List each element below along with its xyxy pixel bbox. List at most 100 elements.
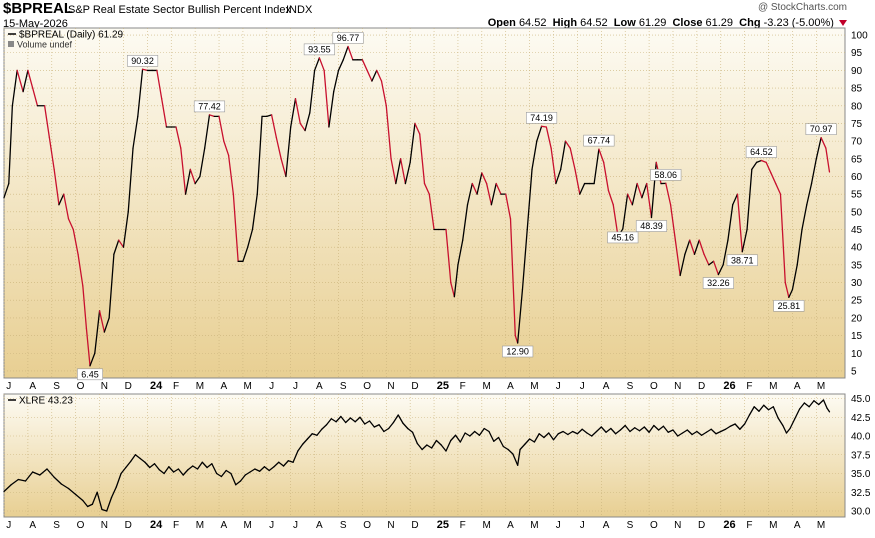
- series-segment: [373, 424, 380, 428]
- series-segment: [581, 428, 588, 434]
- series-segment: [435, 439, 442, 446]
- x-tick-label: F: [746, 381, 752, 392]
- x-tick-label: M: [196, 381, 204, 392]
- series-segment: [223, 140, 230, 156]
- series-segment: [120, 466, 127, 475]
- series-segment: [232, 193, 239, 262]
- series-segment: [698, 239, 705, 255]
- x-tick-label: M: [244, 381, 252, 392]
- series-segment: [72, 228, 79, 255]
- x-tick-label: J: [580, 381, 585, 392]
- annotation-box: [583, 134, 615, 147]
- series-segment: [328, 90, 335, 128]
- series-segment: [313, 57, 321, 72]
- series-segment: [266, 114, 273, 118]
- series-segment: [22, 69, 29, 93]
- series-segment: [134, 454, 141, 460]
- y-tick-label: 37.5: [851, 450, 871, 461]
- x-tick-label: 25: [437, 380, 449, 392]
- annotation-label: 25.81: [778, 301, 801, 311]
- series-segment: [564, 140, 571, 149]
- series-segment: [777, 417, 784, 427]
- series-segment: [290, 98, 297, 128]
- series-segment: [457, 239, 464, 266]
- annotation-label: 64.52: [750, 147, 773, 157]
- x-tick-label: S: [627, 381, 634, 392]
- series-segment: [686, 429, 693, 436]
- series-segment: [149, 463, 156, 469]
- series-segment: [366, 69, 373, 82]
- annotation-box: [332, 32, 364, 44]
- series-segment: [440, 444, 447, 452]
- y-tick-label: 30: [851, 278, 863, 289]
- series-segment: [316, 428, 323, 436]
- series-segment: [765, 161, 772, 174]
- x-tick-label: A: [507, 520, 514, 531]
- series-segment: [113, 239, 120, 255]
- series-segment: [526, 168, 533, 231]
- series-segment: [803, 402, 810, 408]
- exchange-label: INDX: [286, 4, 313, 16]
- series-segment: [667, 429, 674, 433]
- series-segment: [414, 122, 421, 135]
- y-tick-label: 50: [851, 207, 863, 218]
- x-tick-label: 26: [723, 380, 735, 392]
- x-tick-label: F: [173, 520, 179, 531]
- series-segment: [445, 228, 452, 284]
- series-segment: [383, 427, 390, 433]
- x-tick-label: J: [269, 520, 274, 531]
- series-segment: [705, 428, 712, 433]
- series-segment: [17, 478, 27, 482]
- series-segment: [409, 122, 416, 163]
- series-segment: [720, 428, 727, 433]
- series-segment: [595, 426, 602, 433]
- series-segment: [679, 253, 686, 277]
- x-tick-label: M: [482, 520, 490, 531]
- series-segment: [309, 69, 316, 114]
- x-tick-label: O: [650, 381, 658, 392]
- series-segment: [734, 423, 741, 430]
- series-segment: [517, 448, 521, 466]
- x-tick-label: F: [173, 381, 179, 392]
- series-segment: [788, 288, 794, 299]
- x-tick-label: A: [29, 520, 36, 531]
- x-tick-label: M: [530, 520, 538, 531]
- series-segment: [772, 406, 779, 419]
- series-segment: [321, 424, 328, 430]
- annotation-label: 38.71: [731, 255, 754, 265]
- x-tick-label: N: [387, 520, 394, 531]
- series-segment: [459, 432, 466, 443]
- series-segment: [285, 126, 292, 178]
- series-segment: [380, 80, 387, 107]
- annotation-label: 74.19: [530, 113, 553, 123]
- series-segment: [77, 253, 84, 287]
- series-segment: [758, 404, 765, 412]
- series-segment: [562, 430, 569, 436]
- series-segment: [689, 239, 696, 255]
- series-segment: [462, 204, 469, 241]
- series-segment: [208, 114, 215, 118]
- y-tick-label: 40: [851, 243, 863, 254]
- series-segment: [376, 69, 383, 82]
- series-segment: [490, 182, 497, 206]
- series-segment: [550, 147, 557, 185]
- y-tick-label: 45.0: [851, 394, 871, 405]
- x-tick-label: A: [794, 520, 801, 531]
- x-tick-label: M: [769, 520, 777, 531]
- x-tick-label: A: [507, 381, 514, 392]
- series-segment: [39, 468, 48, 476]
- series-segment: [24, 471, 34, 482]
- series-segment: [669, 204, 677, 241]
- series-segment: [634, 427, 641, 432]
- series-segment: [428, 193, 435, 231]
- series-segment: [53, 476, 62, 485]
- series-segment: [476, 172, 483, 195]
- series-segment: [32, 87, 39, 107]
- series-segment: [423, 182, 430, 195]
- series-segment: [739, 423, 746, 430]
- series-segment: [347, 45, 354, 61]
- x-tick-label: J: [269, 381, 274, 392]
- series-segment: [727, 204, 734, 241]
- series-segment: [543, 432, 550, 439]
